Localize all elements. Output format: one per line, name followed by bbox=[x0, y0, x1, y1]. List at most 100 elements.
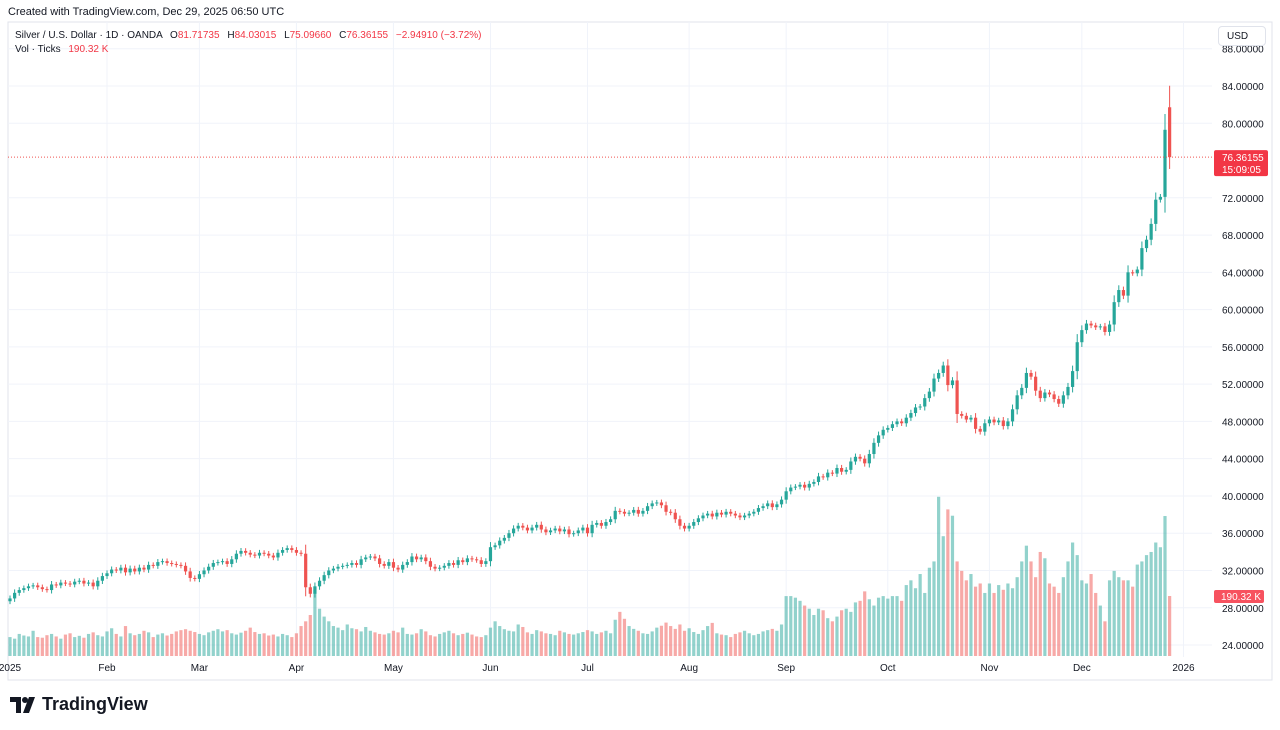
volume-bar bbox=[488, 627, 493, 656]
volume-bar bbox=[350, 628, 354, 656]
volume-bar bbox=[576, 633, 580, 656]
candle-body bbox=[858, 456, 862, 459]
volume-bar bbox=[715, 633, 719, 656]
volume-bar bbox=[438, 633, 442, 656]
tradingview-logo[interactable]: TradingView bbox=[10, 694, 148, 715]
volume-bar bbox=[1158, 547, 1162, 656]
candle-body bbox=[872, 442, 876, 455]
volume-bar bbox=[475, 636, 479, 656]
candle-body bbox=[798, 484, 802, 487]
volume-bar bbox=[244, 630, 248, 656]
volume-bar bbox=[803, 605, 807, 656]
volume-bar bbox=[960, 570, 964, 656]
volume-bar bbox=[123, 626, 128, 656]
candle-body bbox=[1024, 372, 1028, 388]
candle-body bbox=[327, 570, 331, 576]
candle-body bbox=[54, 584, 58, 586]
candle-body bbox=[719, 512, 724, 515]
volume-bar bbox=[225, 630, 229, 656]
volume-bar bbox=[267, 635, 271, 656]
volume-bar bbox=[1135, 564, 1139, 656]
volume-bar bbox=[234, 634, 238, 656]
candle-body bbox=[1126, 272, 1130, 296]
candle-body bbox=[521, 525, 525, 528]
volume-bar bbox=[812, 615, 816, 656]
candle-body bbox=[816, 476, 821, 482]
volume-badge bbox=[1214, 590, 1264, 603]
candle-body bbox=[96, 580, 100, 587]
volume-bar bbox=[599, 632, 603, 656]
y-tick-label: 88.00000 bbox=[1222, 45, 1264, 56]
volume-bar bbox=[622, 618, 627, 656]
volume-bar bbox=[1071, 542, 1075, 656]
volume-bar bbox=[479, 637, 483, 656]
x-tick-label: Sep bbox=[777, 663, 795, 674]
volume-bar bbox=[909, 580, 913, 656]
volume-bar bbox=[26, 636, 31, 656]
candle-body bbox=[438, 567, 442, 569]
candle-body bbox=[655, 502, 659, 504]
volume-bar bbox=[645, 633, 650, 656]
volume-bar bbox=[747, 633, 751, 656]
candle-body bbox=[290, 548, 294, 550]
volume-bar bbox=[373, 632, 377, 656]
volume-bar bbox=[433, 636, 437, 656]
logo-text: TradingView bbox=[42, 694, 148, 714]
candle-body bbox=[904, 417, 908, 424]
volume-bar bbox=[858, 600, 862, 656]
candle-body bbox=[886, 427, 890, 430]
volume-bar bbox=[45, 635, 49, 656]
candle-body bbox=[1015, 395, 1019, 410]
high-value: 84.03015 bbox=[234, 30, 277, 41]
volume-bar bbox=[174, 631, 178, 656]
symbol-title[interactable]: Silver / U.S. Dollar · 1D · OANDA bbox=[15, 30, 163, 41]
candle-body bbox=[558, 528, 562, 532]
volume-bar bbox=[511, 631, 516, 656]
volume-bar bbox=[1080, 580, 1084, 656]
y-tick-label: 84.00000 bbox=[1222, 82, 1264, 93]
volume-bar bbox=[456, 635, 460, 656]
volume-bar bbox=[1089, 574, 1093, 656]
candle-body bbox=[535, 524, 539, 528]
volume-bar bbox=[530, 633, 534, 656]
volume-bar bbox=[1107, 580, 1112, 656]
candle-body bbox=[585, 527, 590, 534]
candle-body bbox=[456, 560, 460, 565]
candle-body bbox=[133, 568, 137, 572]
volume-bar bbox=[816, 608, 821, 656]
volume-bar bbox=[327, 621, 331, 656]
volume-bar bbox=[964, 580, 968, 656]
close-value: 76.36155 bbox=[346, 30, 389, 41]
candle-body bbox=[784, 491, 788, 500]
volume-bar bbox=[678, 624, 682, 656]
candle-body bbox=[59, 582, 63, 586]
volume-bar bbox=[904, 585, 908, 656]
volume-bar bbox=[1112, 570, 1116, 656]
candle-body bbox=[992, 419, 996, 423]
volume-bar bbox=[470, 634, 474, 656]
volume-bar bbox=[1001, 589, 1005, 656]
volume-bar bbox=[114, 633, 118, 656]
currency-button[interactable]: USD bbox=[1218, 26, 1266, 46]
last-price-badge bbox=[1214, 150, 1268, 177]
volume-bar bbox=[110, 628, 114, 656]
volume-bar bbox=[779, 624, 784, 656]
candle-body bbox=[49, 584, 54, 591]
volume-bar bbox=[840, 610, 844, 656]
volume-bar bbox=[461, 633, 465, 656]
volume-bar bbox=[590, 631, 594, 656]
volume-bar bbox=[724, 635, 728, 656]
volume-bar bbox=[502, 629, 506, 656]
candle-body bbox=[636, 509, 640, 514]
candle-body bbox=[729, 511, 733, 514]
candle-body bbox=[276, 552, 280, 558]
open-value: 81.71735 bbox=[177, 30, 220, 41]
candle-body bbox=[516, 525, 520, 529]
last-price-label: 76.36155 bbox=[1222, 153, 1264, 164]
y-tick-label: 24.00000 bbox=[1222, 641, 1264, 652]
candle-body bbox=[31, 585, 35, 587]
volume-indicator-title[interactable]: Vol · Ticks bbox=[15, 44, 61, 55]
volume-bar bbox=[1034, 577, 1038, 656]
candle-body bbox=[82, 580, 86, 584]
